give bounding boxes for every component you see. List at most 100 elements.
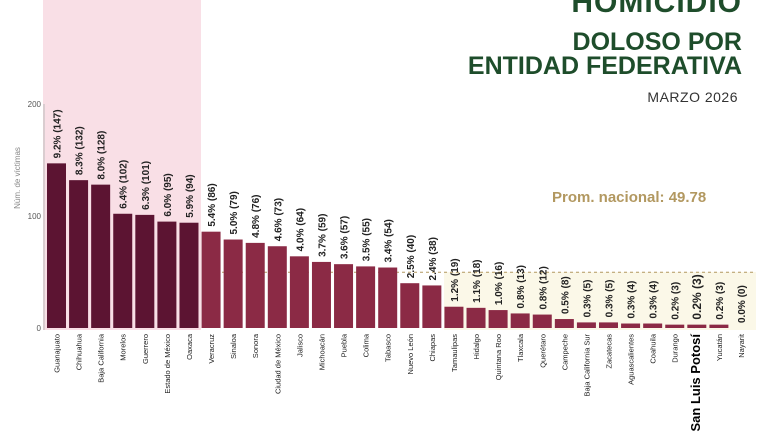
bar bbox=[69, 180, 89, 328]
data-label: 6.0% (95) bbox=[163, 173, 174, 216]
x-tick-label: San Luis Potosí bbox=[688, 334, 703, 432]
data-label: 1.2% (19) bbox=[450, 258, 461, 301]
data-label: 2.4% (38) bbox=[428, 237, 439, 280]
bar bbox=[576, 322, 596, 328]
data-label: 0.3% (5) bbox=[605, 280, 616, 318]
bar bbox=[157, 221, 177, 328]
data-labels: 9.2% (147) 8.3% (132) 8.0% (128) 6.4% (102)… bbox=[53, 109, 748, 323]
data-label: 0.3% (5) bbox=[582, 280, 593, 318]
data-label: 4.6% (73) bbox=[273, 198, 284, 241]
y-tick-label: 0 bbox=[37, 324, 42, 333]
bar bbox=[709, 324, 729, 328]
title-top: HOMICIDIO bbox=[571, 0, 742, 19]
data-label: 0.8% (13) bbox=[516, 265, 527, 308]
bar bbox=[687, 324, 707, 328]
bar bbox=[245, 242, 265, 328]
bar bbox=[267, 246, 287, 328]
data-label: 0.5% (8) bbox=[560, 276, 571, 314]
data-label: 5.9% (94) bbox=[185, 174, 196, 217]
bar bbox=[201, 231, 221, 328]
data-label: 0.2% (3) bbox=[715, 282, 726, 320]
x-tick-label: Durango bbox=[671, 334, 680, 363]
data-label: 0.2% (3) bbox=[671, 282, 682, 320]
x-tick-label: Morelos bbox=[119, 334, 128, 361]
x-tick-label: Querétaro bbox=[538, 334, 547, 368]
bar bbox=[599, 322, 618, 328]
x-tick-label: Veracruz bbox=[207, 334, 216, 364]
x-tick-label: Aguascalientes bbox=[627, 334, 636, 385]
data-label: 3.6% (57) bbox=[340, 216, 351, 259]
y-axis-label: Núm. de víctimas bbox=[13, 147, 22, 209]
x-tick-label: Guanajuato bbox=[53, 334, 62, 373]
x-tick-label: Chihuahua bbox=[75, 333, 84, 370]
data-label: 4.0% (64) bbox=[295, 208, 306, 251]
data-label: 5.0% (79) bbox=[229, 191, 240, 234]
x-tick-label: Tlaxcala bbox=[516, 333, 525, 362]
bar bbox=[311, 261, 331, 328]
data-label: 0.3% (4) bbox=[649, 281, 660, 319]
bar bbox=[135, 214, 155, 328]
x-tick-label: Yucatán bbox=[715, 334, 724, 361]
x-tick-label: Jalisco bbox=[295, 334, 304, 357]
bar bbox=[532, 314, 552, 328]
bar bbox=[113, 213, 133, 328]
data-label: 0.2% (3) bbox=[690, 274, 704, 319]
x-tick-label: Estado de México bbox=[163, 334, 172, 394]
bar bbox=[643, 323, 663, 328]
bar bbox=[488, 310, 508, 328]
x-tick-label: Zacatecas bbox=[605, 334, 614, 369]
bar bbox=[621, 323, 641, 328]
x-tick-label: Campeche bbox=[560, 334, 569, 370]
y-ticks: 0 100 200 bbox=[28, 100, 42, 333]
data-label: 1.0% (16) bbox=[494, 262, 505, 305]
data-label: 4.8% (76) bbox=[251, 195, 262, 238]
x-tick-label: Guerrero bbox=[141, 334, 150, 364]
data-label: 2.5% (40) bbox=[406, 235, 417, 278]
bar bbox=[47, 163, 66, 328]
bar bbox=[91, 184, 111, 328]
y-tick-label: 200 bbox=[28, 100, 42, 109]
x-tick-label: Baja California bbox=[97, 333, 106, 383]
x-tick-label: Colima bbox=[362, 333, 371, 357]
bar bbox=[400, 283, 420, 328]
bar bbox=[289, 256, 309, 328]
x-tick-label: Baja California Sur bbox=[582, 333, 591, 396]
bar bbox=[510, 313, 530, 328]
title-line-2: DOLOSO POR bbox=[572, 28, 742, 56]
data-label: 6.3% (101) bbox=[141, 161, 152, 210]
x-tick-label: Sonora bbox=[251, 333, 260, 358]
y-tick-label: 100 bbox=[28, 212, 42, 221]
bar bbox=[422, 285, 442, 328]
report-date: MARZO 2026 bbox=[647, 89, 738, 105]
x-tick-label: Oaxaca bbox=[185, 333, 194, 360]
x-tick-label: Ciudad de México bbox=[273, 334, 282, 394]
x-tick-label: Coahuila bbox=[649, 333, 658, 363]
x-tick-label: Chiapas bbox=[428, 334, 437, 362]
data-label: 3.4% (54) bbox=[384, 219, 395, 262]
x-tick-label: Michoacán bbox=[317, 334, 326, 370]
data-label: 8.0% (128) bbox=[97, 131, 108, 180]
x-tick-label: Puebla bbox=[340, 333, 349, 357]
data-label: 9.2% (147) bbox=[53, 109, 64, 158]
x-tick-label: Quintana Roo bbox=[494, 334, 503, 380]
x-tick-labels: Guanajuato Chihuahua Baja California Morelo… bbox=[53, 333, 746, 431]
bar bbox=[334, 264, 354, 328]
national-average-label: Prom. nacional: 49.78 bbox=[552, 189, 707, 206]
bar bbox=[356, 266, 376, 328]
data-label: 8.3% (132) bbox=[75, 126, 86, 175]
data-label: 0.0% (0) bbox=[737, 285, 748, 323]
data-label: 0.8% (12) bbox=[538, 266, 549, 309]
data-label: 5.4% (86) bbox=[207, 183, 218, 226]
x-tick-label: Hidalgo bbox=[472, 334, 481, 359]
data-label: 6.4% (102) bbox=[119, 160, 130, 209]
x-tick-label: Tamaulipas bbox=[450, 334, 459, 372]
data-label: 3.7% (59) bbox=[317, 214, 328, 257]
x-tick-label: Nayarit bbox=[737, 333, 746, 358]
bars bbox=[47, 163, 729, 328]
bar bbox=[179, 222, 199, 328]
bar bbox=[223, 239, 243, 328]
bar bbox=[665, 324, 685, 328]
x-tick-label: Tabasco bbox=[384, 334, 393, 362]
bar bbox=[444, 306, 464, 328]
